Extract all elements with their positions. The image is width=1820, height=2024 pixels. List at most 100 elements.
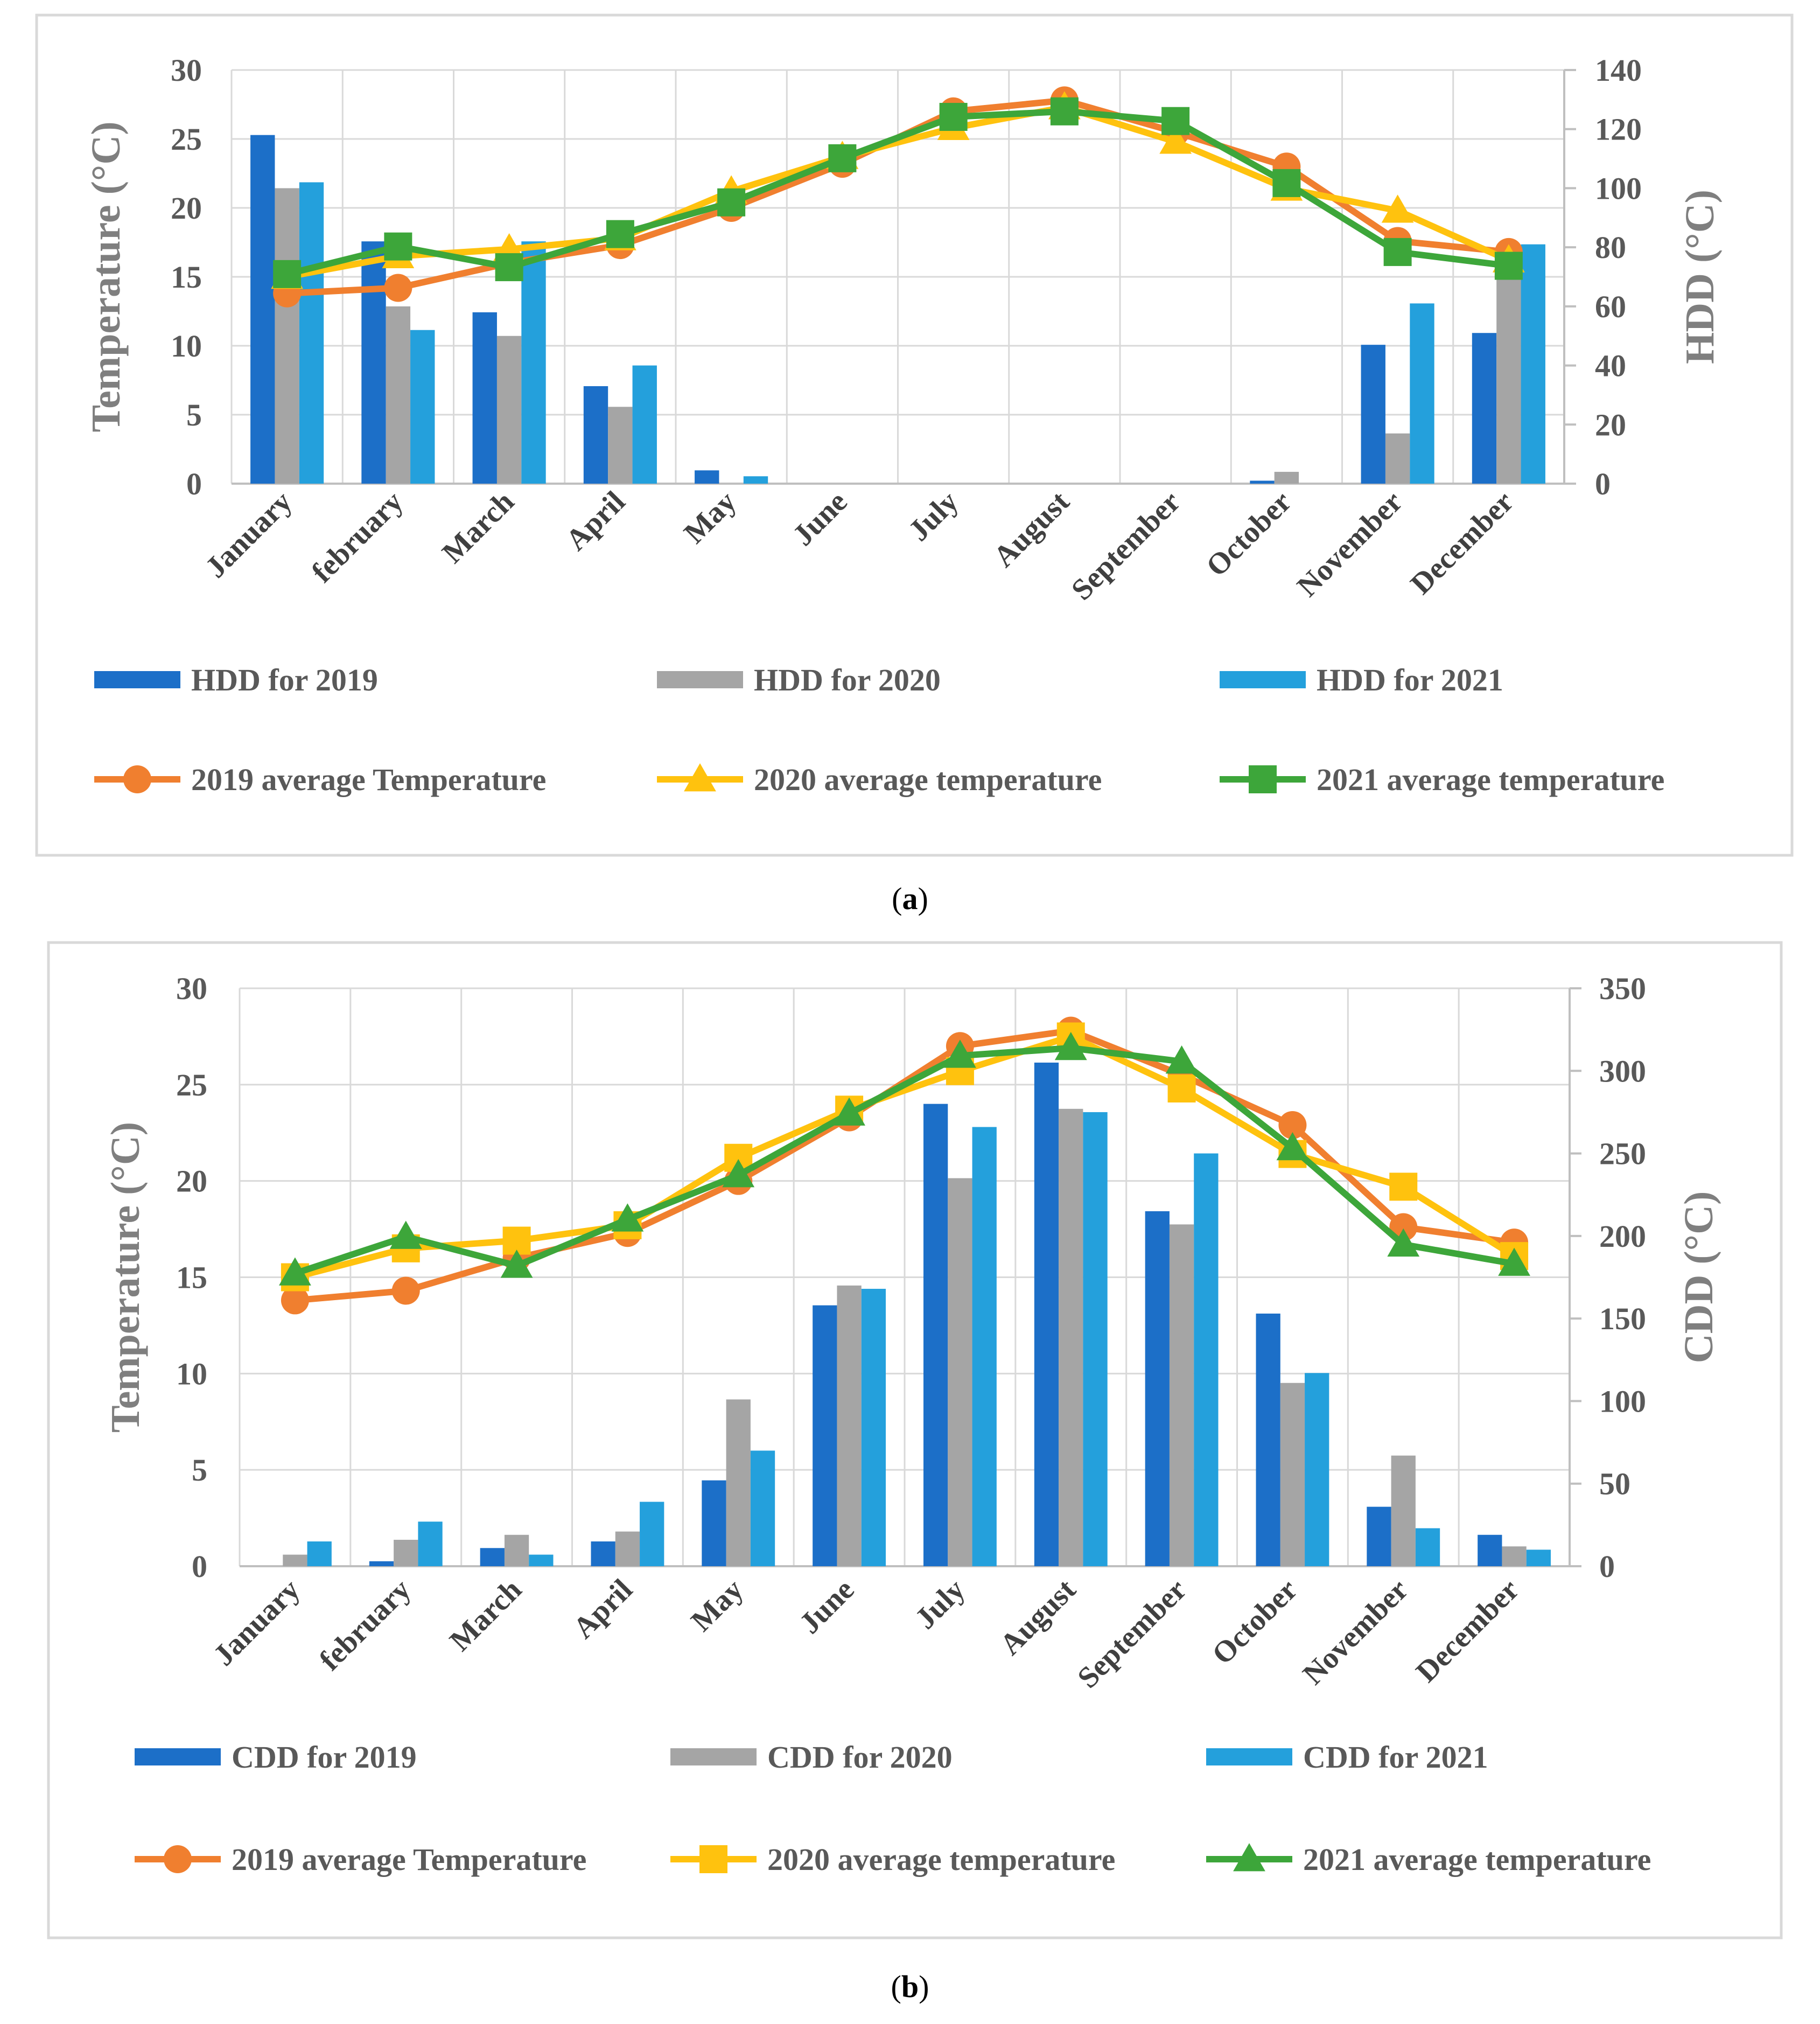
y-left-tick-label: 10 bbox=[176, 1356, 207, 1391]
bar-cdd-for-2019 bbox=[1256, 1313, 1280, 1566]
bar-cdd-for-2019 bbox=[591, 1541, 615, 1566]
legend-label: 2019 average Temperature bbox=[191, 762, 546, 797]
panel-caption-letter: a bbox=[902, 881, 918, 916]
y-left-tick-label: 25 bbox=[171, 122, 202, 157]
bar-hdd-for-2021 bbox=[521, 241, 546, 484]
bar-hdd-for-2020 bbox=[1496, 265, 1521, 484]
bar-hdd-for-2019 bbox=[250, 135, 275, 484]
bar-cdd-for-2021 bbox=[1526, 1550, 1551, 1566]
legend-marker bbox=[1233, 1843, 1265, 1872]
bar-cdd-for-2019 bbox=[480, 1548, 505, 1566]
bar-hdd-for-2019 bbox=[583, 386, 608, 484]
bar-cdd-for-2021 bbox=[307, 1541, 332, 1566]
bar-cdd-for-2021 bbox=[861, 1288, 886, 1566]
data-point-marker bbox=[273, 260, 302, 288]
legend-label: CDD for 2019 bbox=[232, 1740, 417, 1775]
data-point-marker bbox=[944, 1039, 976, 1068]
y-left-tick-label: 10 bbox=[171, 329, 202, 364]
data-point-marker bbox=[606, 220, 634, 248]
data-point-marker bbox=[722, 1159, 755, 1188]
y-right-tick-label: 350 bbox=[1599, 971, 1646, 1006]
bar-cdd-for-2021 bbox=[750, 1450, 775, 1566]
bar-cdd-for-2019 bbox=[813, 1305, 837, 1566]
y-left-tick-label: 15 bbox=[176, 1260, 207, 1295]
bar-hdd-for-2019 bbox=[1361, 345, 1385, 484]
panel-caption: (a) bbox=[892, 881, 928, 916]
y-left-tick-label: 0 bbox=[192, 1549, 207, 1584]
legend-label: 2021 average temperature bbox=[1303, 1842, 1651, 1877]
data-point-marker bbox=[1276, 1132, 1309, 1161]
data-point-marker bbox=[1387, 1228, 1420, 1257]
bar-hdd-for-2021 bbox=[299, 182, 324, 484]
bar-hdd-for-2020 bbox=[608, 407, 633, 484]
data-point-marker bbox=[1383, 238, 1412, 266]
line-2020-average-temperature bbox=[294, 1033, 1516, 1281]
bar-cdd-for-2021 bbox=[1194, 1153, 1219, 1566]
bar-cdd-for-2019 bbox=[369, 1561, 394, 1566]
legend-swatch bbox=[1206, 1748, 1292, 1765]
bar-cdd-for-2020 bbox=[948, 1178, 972, 1566]
bar-cdd-for-2021 bbox=[1415, 1528, 1440, 1566]
y-left-tick-label: 5 bbox=[186, 397, 202, 432]
bar-hdd-for-2019 bbox=[1250, 480, 1275, 484]
bar-hdd-for-2021 bbox=[743, 476, 768, 484]
bar-cdd-for-2021 bbox=[1305, 1373, 1329, 1566]
bar-cdd-for-2020 bbox=[1502, 1546, 1527, 1566]
y-right-tick-label: 80 bbox=[1595, 230, 1626, 265]
y-left-tick-label: 5 bbox=[192, 1453, 207, 1488]
data-point-marker bbox=[500, 1250, 533, 1278]
bar-hdd-for-2021 bbox=[632, 365, 657, 484]
bar-hdd-for-2020 bbox=[496, 336, 522, 484]
data-point-marker bbox=[939, 103, 968, 131]
bar-cdd-for-2020 bbox=[504, 1534, 529, 1566]
bar-cdd-for-2020 bbox=[615, 1531, 640, 1566]
chart-panel-a: 0 5 10 15 20 25 30 0 20 40 60 80 100 120 140 Temperatur… bbox=[35, 13, 1794, 916]
bar-cdd-for-2019 bbox=[923, 1104, 948, 1566]
data-point-marker bbox=[1389, 1172, 1418, 1201]
y-left-tick-label: 0 bbox=[186, 466, 202, 501]
bar-cdd-for-2020 bbox=[1059, 1108, 1083, 1566]
data-point-marker bbox=[1498, 1247, 1530, 1276]
data-point-marker bbox=[281, 1286, 309, 1315]
data-point-marker bbox=[1494, 252, 1523, 280]
data-point-marker bbox=[611, 1203, 644, 1232]
data-point-marker bbox=[1054, 1031, 1087, 1060]
bar-cdd-for-2019 bbox=[1478, 1534, 1502, 1566]
legend-marker bbox=[699, 1845, 727, 1873]
legend-label: HDD for 2019 bbox=[191, 662, 378, 697]
legend-label: 2021 average temperature bbox=[1317, 762, 1664, 797]
bar-hdd-for-2020 bbox=[275, 188, 299, 484]
data-point-marker bbox=[1161, 107, 1190, 135]
legend-label: CDD for 2021 bbox=[1303, 1740, 1488, 1775]
y-left-tick-label: 20 bbox=[171, 191, 202, 226]
bar-cdd-for-2021 bbox=[529, 1554, 554, 1566]
data-point-marker bbox=[391, 1276, 420, 1305]
bar-cdd-for-2020 bbox=[1169, 1224, 1194, 1566]
data-point-marker bbox=[1278, 1111, 1307, 1139]
y-left-tick-label: 30 bbox=[171, 53, 202, 88]
bar-cdd-for-2019 bbox=[1367, 1506, 1391, 1566]
y-left-tick-label: 20 bbox=[176, 1164, 207, 1199]
bar-hdd-for-2020 bbox=[386, 306, 411, 484]
bar-cdd-for-2021 bbox=[972, 1127, 997, 1566]
data-point-marker bbox=[279, 1257, 311, 1286]
bar-cdd-for-2020 bbox=[837, 1285, 862, 1566]
legend-swatch bbox=[670, 1748, 757, 1765]
legend-label: HDD for 2020 bbox=[754, 662, 941, 697]
bar-cdd-for-2019 bbox=[1034, 1062, 1059, 1566]
bar-hdd-for-2019 bbox=[695, 470, 719, 484]
y-right-axis-title: CDD (°C) bbox=[1676, 1191, 1721, 1364]
bar-cdd-for-2020 bbox=[1391, 1455, 1416, 1566]
y-left-tick-label: 25 bbox=[176, 1067, 207, 1102]
bar-hdd-for-2020 bbox=[1385, 433, 1410, 484]
panel-caption-letter: b bbox=[901, 1969, 919, 2004]
data-point-marker bbox=[1159, 125, 1192, 154]
legend-swatch bbox=[1220, 671, 1306, 688]
bar-cdd-for-2020 bbox=[1280, 1383, 1305, 1566]
y-left-tick-label: 15 bbox=[171, 260, 202, 295]
line-2021-average-temperature bbox=[294, 1044, 1515, 1277]
y-right-tick-label: 100 bbox=[1595, 171, 1642, 206]
line-2021-average-temperature bbox=[286, 108, 1509, 277]
y-right-tick-label: 150 bbox=[1599, 1301, 1646, 1336]
legend-marker bbox=[123, 765, 151, 793]
